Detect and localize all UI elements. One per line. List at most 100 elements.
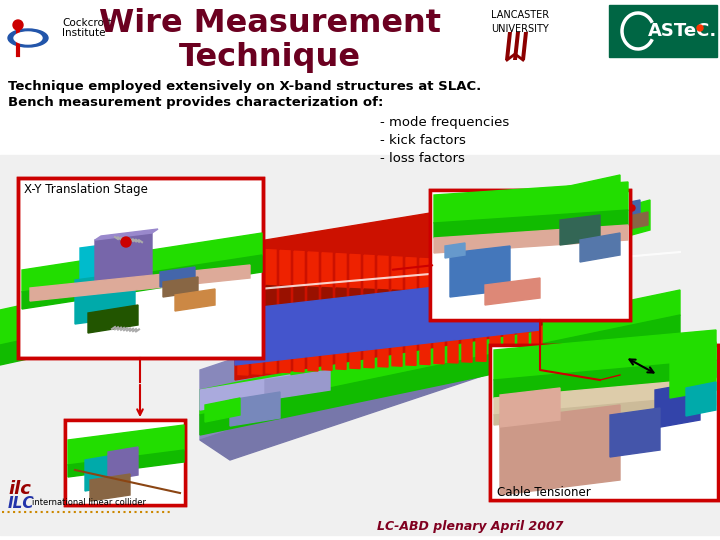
Polygon shape	[294, 251, 304, 287]
Circle shape	[126, 249, 134, 257]
Polygon shape	[392, 257, 402, 291]
Polygon shape	[280, 334, 290, 373]
Polygon shape	[22, 233, 262, 292]
Polygon shape	[235, 275, 540, 365]
Text: Bench measurement provides characterization of:: Bench measurement provides characterizat…	[8, 96, 383, 109]
Polygon shape	[494, 395, 716, 425]
Polygon shape	[200, 315, 680, 435]
Polygon shape	[85, 243, 130, 277]
Bar	[18, 178, 263, 358]
Polygon shape	[265, 370, 330, 400]
Polygon shape	[238, 248, 248, 285]
Text: - kick factors: - kick factors	[380, 134, 466, 147]
Polygon shape	[560, 215, 600, 245]
Bar	[609, 5, 717, 57]
Polygon shape	[504, 326, 514, 360]
Polygon shape	[505, 32, 512, 60]
Polygon shape	[434, 259, 444, 292]
Polygon shape	[490, 326, 500, 361]
Polygon shape	[406, 258, 416, 291]
Polygon shape	[670, 342, 716, 398]
Polygon shape	[280, 286, 290, 334]
Polygon shape	[378, 256, 388, 290]
Polygon shape	[294, 333, 304, 372]
Polygon shape	[378, 330, 388, 367]
Ellipse shape	[8, 29, 48, 47]
Polygon shape	[350, 331, 360, 369]
Polygon shape	[378, 289, 388, 330]
Polygon shape	[322, 253, 332, 288]
Polygon shape	[235, 195, 540, 380]
Polygon shape	[532, 265, 542, 295]
Polygon shape	[294, 287, 304, 334]
Polygon shape	[205, 398, 240, 422]
Polygon shape	[30, 265, 250, 301]
Polygon shape	[95, 233, 152, 287]
Polygon shape	[252, 249, 262, 286]
Polygon shape	[518, 294, 528, 326]
Polygon shape	[266, 334, 276, 373]
Polygon shape	[95, 229, 158, 240]
Polygon shape	[308, 333, 318, 371]
Polygon shape	[80, 240, 140, 290]
Polygon shape	[476, 327, 486, 361]
Polygon shape	[406, 329, 416, 366]
Polygon shape	[364, 330, 374, 368]
Text: - loss factors: - loss factors	[380, 152, 465, 165]
Text: Technique employed extensively on X-band structures at SLAC.: Technique employed extensively on X-band…	[8, 80, 481, 93]
Polygon shape	[462, 327, 472, 362]
Polygon shape	[238, 285, 248, 335]
Polygon shape	[200, 240, 590, 440]
Polygon shape	[615, 200, 640, 220]
Polygon shape	[620, 212, 648, 231]
Polygon shape	[80, 295, 150, 343]
Text: LANCASTER
UNIVERSITY: LANCASTER UNIVERSITY	[491, 10, 549, 34]
Polygon shape	[462, 293, 472, 327]
Polygon shape	[88, 305, 138, 333]
Polygon shape	[252, 334, 262, 374]
Polygon shape	[610, 408, 660, 457]
Polygon shape	[448, 292, 458, 328]
Polygon shape	[336, 254, 346, 288]
Polygon shape	[494, 378, 716, 415]
Polygon shape	[655, 382, 700, 428]
Bar	[0, 155, 720, 535]
Polygon shape	[420, 291, 430, 329]
Polygon shape	[160, 267, 195, 287]
Polygon shape	[336, 332, 346, 369]
Polygon shape	[434, 210, 628, 238]
Polygon shape	[322, 332, 332, 370]
Polygon shape	[513, 32, 520, 60]
Polygon shape	[108, 447, 138, 480]
Bar	[430, 190, 630, 320]
Polygon shape	[420, 259, 430, 292]
Polygon shape	[350, 288, 360, 332]
Polygon shape	[392, 329, 402, 366]
Polygon shape	[476, 261, 486, 294]
Polygon shape	[75, 272, 135, 324]
Polygon shape	[570, 188, 625, 224]
Text: Technique: Technique	[179, 42, 361, 73]
Polygon shape	[490, 262, 500, 294]
Polygon shape	[200, 375, 290, 410]
Bar	[490, 345, 718, 500]
Text: ASTeC.: ASTeC.	[648, 22, 717, 40]
Bar	[18, 178, 263, 358]
Polygon shape	[448, 327, 458, 363]
Text: Cable Tensioner: Cable Tensioner	[497, 486, 590, 499]
Polygon shape	[434, 292, 444, 328]
Polygon shape	[40, 290, 250, 325]
Polygon shape	[434, 225, 628, 253]
Polygon shape	[200, 290, 680, 415]
Polygon shape	[90, 474, 130, 501]
Circle shape	[697, 25, 703, 31]
Polygon shape	[308, 287, 318, 333]
Polygon shape	[100, 242, 160, 255]
Polygon shape	[266, 286, 276, 334]
Polygon shape	[434, 328, 444, 364]
Polygon shape	[322, 287, 332, 333]
Bar	[65, 420, 185, 505]
Bar	[430, 190, 630, 320]
Polygon shape	[686, 382, 716, 416]
Polygon shape	[485, 278, 540, 305]
